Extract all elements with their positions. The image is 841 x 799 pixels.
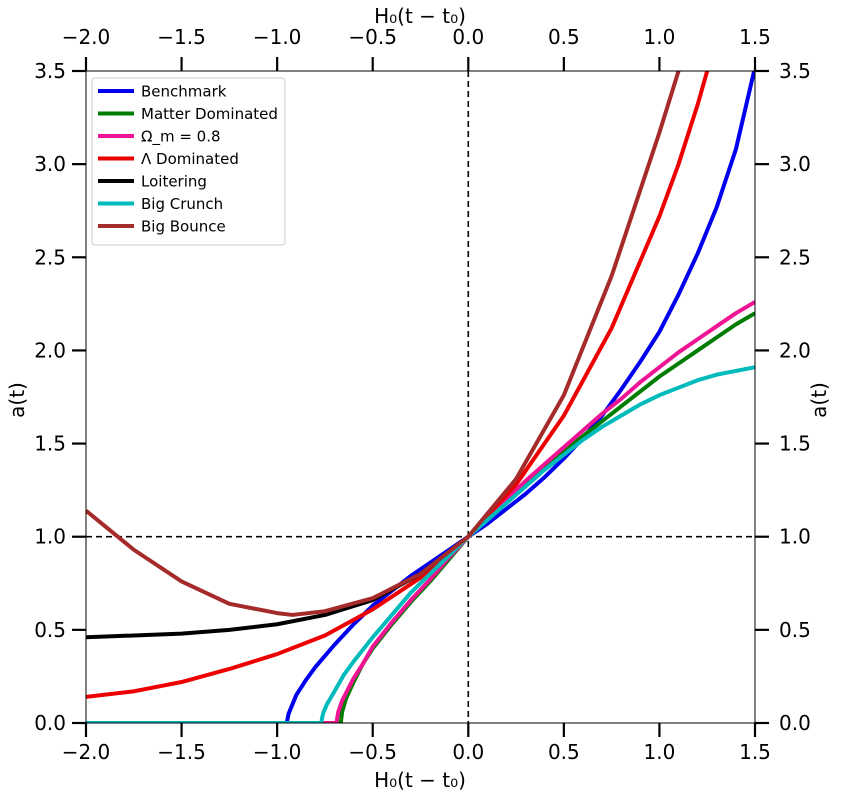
- x-tick-label-bottom: 0.5: [548, 740, 580, 764]
- x-tick-label-bottom: 1.5: [739, 740, 771, 764]
- y-axis-label-right: a(t): [807, 382, 831, 418]
- reference-lines: [86, 71, 755, 723]
- y-tick-label-right: 3.5: [779, 59, 811, 83]
- y-tick-label-left: 3.5: [34, 59, 66, 83]
- y-tick-label-right: 1.0: [779, 525, 811, 549]
- x-tick-label-top: 1.0: [644, 25, 676, 49]
- y-tick-label-left: 1.5: [34, 432, 66, 456]
- legend-label-3: Λ Dominated: [141, 150, 239, 168]
- y-tick-label-right: 2.5: [779, 245, 811, 269]
- legend: Benchmark Matter Dominated Ω_m = 0.8 Λ Domi…: [91, 77, 286, 246]
- y-tick-label-left: 3.0: [34, 152, 66, 176]
- y-tick-label-left: 1.0: [34, 525, 66, 549]
- series-line-6: [86, 71, 681, 617]
- y-tick-label-left: 2.5: [34, 245, 66, 269]
- x-tick-label-bottom: −0.5: [348, 740, 397, 764]
- y-tick-label-right: 1.5: [779, 432, 811, 456]
- plot-frame: [85, 70, 756, 724]
- y-tick-label-left: 2.0: [34, 338, 66, 362]
- x-tick-label-top: 0.0: [452, 25, 484, 49]
- legend-label-6: Big Bounce: [141, 218, 226, 236]
- legend-box: [91, 77, 286, 246]
- legend-label-0: Benchmark: [141, 83, 227, 101]
- x-tick-label-top: −1.0: [253, 25, 302, 49]
- x-tick-label-top: 0.5: [548, 25, 580, 49]
- x-tick-label-bottom: 0.0: [452, 740, 484, 764]
- legend-label-5: Big Crunch: [141, 195, 223, 213]
- series-line-5: [86, 365, 755, 723]
- y-tick-label-left: 0.0: [34, 711, 66, 735]
- x-axis-label-top: H₀(t − t₀): [374, 4, 466, 28]
- legend-label-1: Matter Dominated: [141, 105, 278, 123]
- y-tick-label-right: 0.5: [779, 618, 811, 642]
- x-tick-label-top: −2.0: [62, 25, 111, 49]
- y-tick-label-right: 3.0: [779, 152, 811, 176]
- y-tick-label-right: 2.0: [779, 338, 811, 362]
- axis-ticks: −2.0 −2.0 −1.5 −1.5 −1.0 −1.0 −0.5 −0.5 0.0 0.0 0.…: [34, 25, 811, 764]
- x-tick-label-top: −1.5: [157, 25, 206, 49]
- series-group: [86, 71, 755, 723]
- y-axis-label-left: a(t): [5, 382, 29, 418]
- legend-label-2: Ω_m = 0.8: [141, 128, 221, 147]
- x-tick-label-bottom: −1.0: [253, 740, 302, 764]
- x-tick-label-bottom: −1.5: [157, 740, 206, 764]
- x-axis-label-bottom: H₀(t − t₀): [374, 768, 466, 792]
- x-tick-label-top: −0.5: [348, 25, 397, 49]
- y-tick-label-right: 0.0: [779, 711, 811, 735]
- y-tick-label-left: 0.5: [34, 618, 66, 642]
- legend-label-4: Loitering: [141, 173, 207, 191]
- x-tick-label-top: 1.5: [739, 25, 771, 49]
- x-tick-label-bottom: 1.0: [644, 740, 676, 764]
- x-tick-label-bottom: −2.0: [62, 740, 111, 764]
